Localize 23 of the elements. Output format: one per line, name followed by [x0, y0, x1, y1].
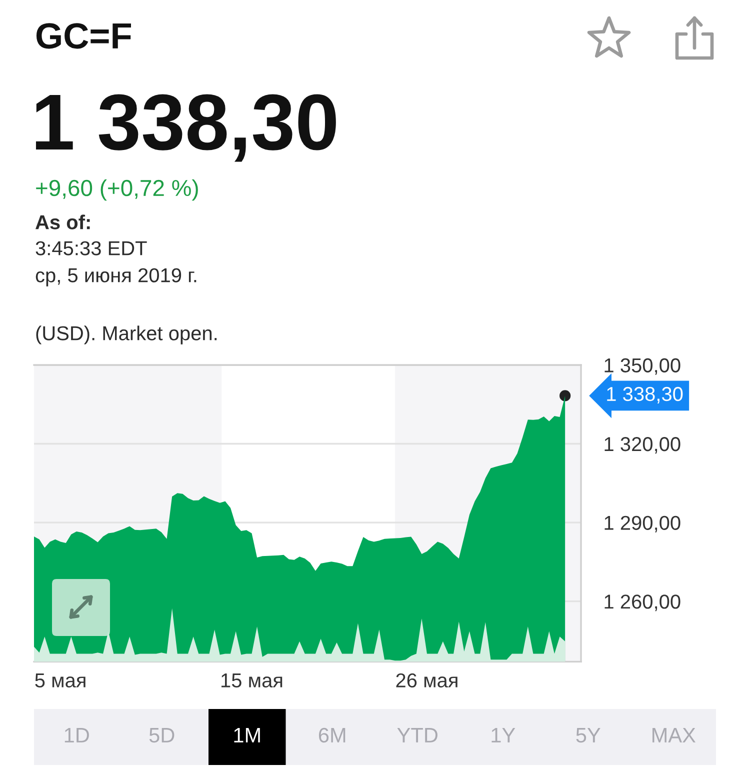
x-tick-label: 15 мая	[222, 674, 282, 688]
text: YTD	[397, 728, 438, 742]
x-tick-label: 26 мая	[396, 673, 458, 688]
y-tick-label: 1 260,00	[604, 594, 680, 612]
x-tick-label: 5 мая	[35, 674, 86, 688]
text: +9,60 (+0,72 %)	[36, 179, 198, 201]
text: 1D	[64, 728, 89, 742]
y-tick-label: 1 290,00	[604, 516, 680, 532]
text: 3:45:33 EDT	[36, 241, 147, 256]
text: 5D	[149, 728, 174, 743]
text: As of:	[35, 214, 90, 230]
text: 1M	[234, 728, 260, 742]
y-tick-label: 1 320,00	[604, 437, 680, 454]
text: ср, 5 июня 2019 г.	[36, 268, 196, 286]
text: 1 338,30	[607, 386, 683, 404]
text: 1Y	[492, 728, 516, 742]
text: 5Y	[576, 728, 600, 743]
y-tick-label: 1 350,00	[604, 358, 680, 375]
text: MAX	[652, 728, 696, 742]
text: (USD). Market open.	[36, 326, 217, 344]
text: 6M	[318, 728, 346, 743]
chart-subtitle: 1 338,30	[36, 94, 336, 162]
chart-title: GC=F	[36, 23, 131, 49]
